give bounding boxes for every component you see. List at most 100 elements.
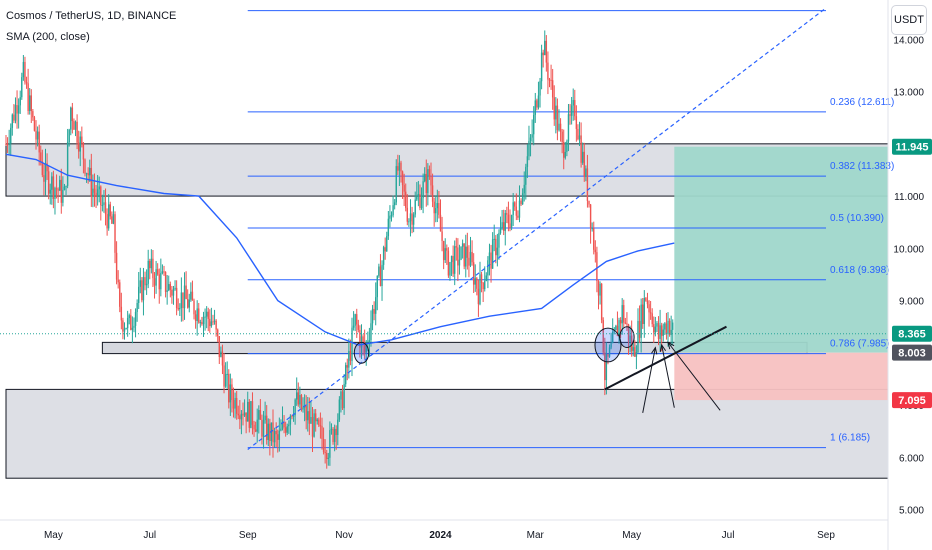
- candle-body: [621, 305, 623, 324]
- candle-body: [307, 411, 309, 421]
- candle-body: [634, 347, 636, 357]
- candle-body: [642, 304, 644, 325]
- y-tick-label: 5.000: [899, 506, 924, 517]
- candle-body: [555, 105, 557, 120]
- candle-body: [403, 185, 405, 192]
- candle-body: [22, 61, 25, 78]
- arrow-0: [642, 347, 656, 413]
- candle-body: [133, 325, 135, 328]
- candle-body: [376, 275, 378, 298]
- candle-body: [638, 320, 641, 338]
- candle-body: [458, 259, 461, 266]
- candle-body: [128, 315, 130, 319]
- candle-body: [158, 274, 160, 290]
- candle-body: [612, 331, 614, 344]
- candle-body: [11, 114, 14, 128]
- candle-body: [232, 400, 235, 409]
- candle-body: [335, 428, 337, 436]
- candle-body: [362, 336, 364, 343]
- candle-body: [313, 413, 315, 437]
- candle-body: [474, 278, 476, 285]
- candle-body: [375, 297, 377, 314]
- candle-body: [190, 291, 192, 300]
- candle-body: [156, 269, 159, 275]
- candle-body: [84, 159, 86, 174]
- candle-body: [35, 130, 37, 140]
- x-tick-label: 2024: [429, 530, 452, 541]
- currency-button[interactable]: USDT: [891, 5, 927, 35]
- candle-body: [583, 151, 585, 177]
- candle-body: [281, 421, 284, 429]
- candle-body: [581, 151, 584, 163]
- candle-body: [439, 214, 442, 232]
- candle-body: [329, 430, 331, 458]
- candle-body: [373, 308, 375, 314]
- candle-body: [51, 176, 53, 190]
- candle-body: [664, 323, 666, 330]
- candle-body: [231, 384, 233, 401]
- y-tick-label: 10.000: [893, 244, 924, 255]
- candle-body: [161, 271, 164, 274]
- candle-body: [471, 251, 473, 263]
- candle-body: [607, 354, 609, 357]
- candle-body: [40, 152, 42, 162]
- candle-body: [596, 252, 598, 282]
- candle-body: [441, 231, 443, 241]
- candle-body: [19, 97, 21, 106]
- price-badge-label-target: 11.945: [895, 142, 928, 154]
- candle-body: [235, 397, 238, 414]
- candle-body: [191, 291, 194, 301]
- candle-body: [409, 213, 412, 222]
- candle-body: [468, 257, 470, 266]
- candle-body: [540, 52, 543, 82]
- candle-body: [523, 184, 525, 194]
- candle-body: [384, 247, 386, 252]
- candle-body: [41, 161, 44, 176]
- candle-body: [341, 391, 344, 409]
- candle-body: [145, 283, 148, 286]
- candle-body: [305, 405, 307, 421]
- candle-body: [640, 304, 642, 338]
- candle-body: [648, 304, 650, 313]
- candle-body: [618, 320, 620, 337]
- candle-body: [514, 202, 516, 207]
- candle-body: [479, 274, 481, 305]
- candle-body: [591, 228, 593, 230]
- candle-body: [480, 274, 483, 283]
- candle-body: [569, 114, 571, 116]
- sma-line: [5, 153, 675, 346]
- candle-body: [461, 243, 464, 247]
- candle-body: [28, 95, 31, 111]
- candle-body: [43, 175, 45, 182]
- candle-body: [363, 342, 366, 353]
- candle-body: [548, 79, 551, 81]
- candle-body: [649, 312, 652, 314]
- candle-body: [193, 300, 195, 315]
- fib-label-1: 1 (6.185): [830, 433, 870, 444]
- candle-body: [21, 77, 23, 98]
- candle-body: [542, 52, 544, 56]
- candle-body: [326, 453, 328, 459]
- candle-body: [319, 425, 322, 427]
- candle-body: [660, 325, 663, 336]
- candle-body: [218, 336, 220, 357]
- candle-body: [378, 266, 380, 276]
- candle-body: [209, 318, 211, 327]
- candle-body: [482, 282, 484, 290]
- candle-body: [340, 391, 342, 400]
- candle-body: [55, 188, 58, 190]
- x-tick-label: May: [622, 530, 641, 541]
- candle-body: [354, 314, 356, 326]
- candle-body: [54, 188, 56, 199]
- candle-body: [278, 430, 281, 440]
- candle-body: [613, 329, 615, 332]
- candle-body: [646, 300, 649, 305]
- candle-body: [32, 111, 34, 118]
- candle-body: [401, 171, 404, 186]
- candle-body: [502, 222, 505, 231]
- candle-body: [430, 176, 432, 186]
- trendline-0: [247, 7, 827, 450]
- candle-body: [575, 116, 578, 129]
- arrowhead-2: [667, 341, 675, 350]
